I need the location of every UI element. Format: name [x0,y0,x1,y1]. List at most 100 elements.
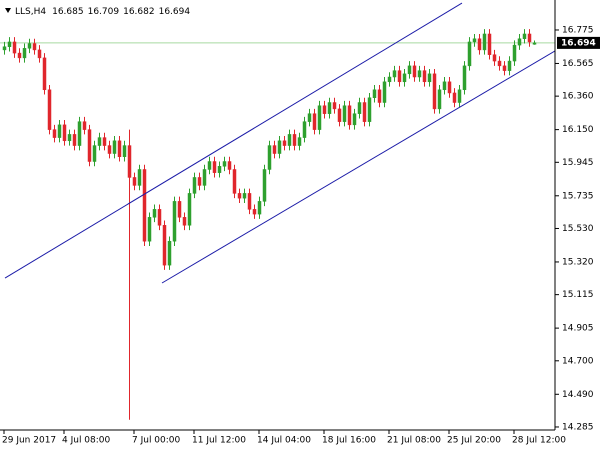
candle-body [67,134,72,142]
y-tick-label: 15.115 [562,290,594,300]
candle-body [327,102,332,114]
candle-body [157,209,162,226]
candle-body [52,129,57,138]
symbol: LLS,H4 [15,7,46,17]
candle-body [347,105,352,126]
candle-body [527,33,532,43]
candle-body [442,81,447,91]
candle-body [312,113,317,130]
x-tick-label: 28 Jul 12:00 [512,436,566,446]
candle-body [382,81,387,103]
candle-body [177,201,182,218]
header: LLS,H4 16.685 16.709 16.682 16.694 [5,7,190,17]
candle-body [102,137,107,146]
candle-body [197,177,202,186]
candle-body [142,169,147,242]
candle-body [127,145,132,178]
candle-body [112,140,117,154]
candle-body [32,43,37,51]
candle-body [452,92,457,103]
candle-body [47,89,52,130]
candle-body [92,145,97,162]
candle-body [2,46,7,51]
price-label: 16.694 [561,38,596,48]
y-tick-label: 15.945 [562,158,594,168]
candle-body [237,193,242,199]
y-tick-label: 16.150 [562,125,594,135]
y-tick-label: 14.905 [562,324,594,334]
candle-body [317,105,322,130]
candle-body [367,97,372,122]
candle-body [427,73,432,83]
y-tick-label: 16.775 [562,25,594,35]
candle-body [502,65,507,71]
candle-body [167,240,172,266]
x-tick-label: 25 Jul 20:00 [447,436,501,446]
candle-body [462,65,467,91]
candle-body [287,134,292,146]
candle-body [107,145,112,154]
candle-body [122,145,127,157]
candle-body [42,57,47,91]
candle-body [292,134,297,146]
candle-body [82,121,87,130]
candle-body [182,217,187,226]
candle-body [57,124,62,138]
y-tick-label: 16.565 [562,59,594,69]
menu-arrow[interactable] [5,8,11,13]
candle-body [27,43,32,49]
trendline [4,2,463,279]
candle-body [512,44,517,62]
candle-body [397,70,402,83]
candle-body [472,38,477,43]
x-tick-label: 7 Jul 00:00 [132,436,181,446]
candle-body [467,41,472,67]
candle-body [492,54,497,62]
candle-body [12,41,17,54]
candle-body [7,41,12,47]
candle-body [357,102,362,114]
y-tick-label: 14.490 [562,390,594,400]
y-tick-label: 15.320 [562,257,594,267]
candle-body [187,193,192,226]
y-tick-label: 16.360 [562,92,594,102]
candle-body [132,177,137,186]
candle-body [267,145,272,170]
candle-body [372,89,377,98]
candle-body [257,201,262,215]
candle-body [507,60,512,71]
candle-body [207,161,212,170]
candle-body [447,81,452,94]
y-tick-label: 15.735 [562,191,594,201]
x-tick-label: 14 Jul 04:00 [257,436,311,446]
price-label-box [557,36,600,49]
candle-body [352,113,357,126]
candle-body [477,38,482,51]
candle-body [522,33,527,39]
candle-body [232,169,237,194]
candle-body [337,108,342,122]
candle-body [217,166,222,173]
candle-body [307,113,312,122]
candle-body [262,169,267,202]
candle-body [432,73,437,110]
candle-body [407,65,412,75]
candle-body [242,193,247,199]
candle-body [302,121,307,138]
candle-body [487,33,492,55]
close: 16.694 [159,7,191,17]
candle-body [377,89,382,103]
candle-body [322,105,327,114]
x-tick-label: 29 Jun 2017 [2,436,56,446]
candle-body [222,161,227,167]
candle-body [147,217,152,242]
candle-body [87,129,92,162]
candle-body [22,48,27,59]
candle-body [342,105,347,122]
high: 16.709 [88,7,120,17]
candle-body [227,161,232,170]
plot-area [0,2,555,420]
candle-body [297,137,302,146]
